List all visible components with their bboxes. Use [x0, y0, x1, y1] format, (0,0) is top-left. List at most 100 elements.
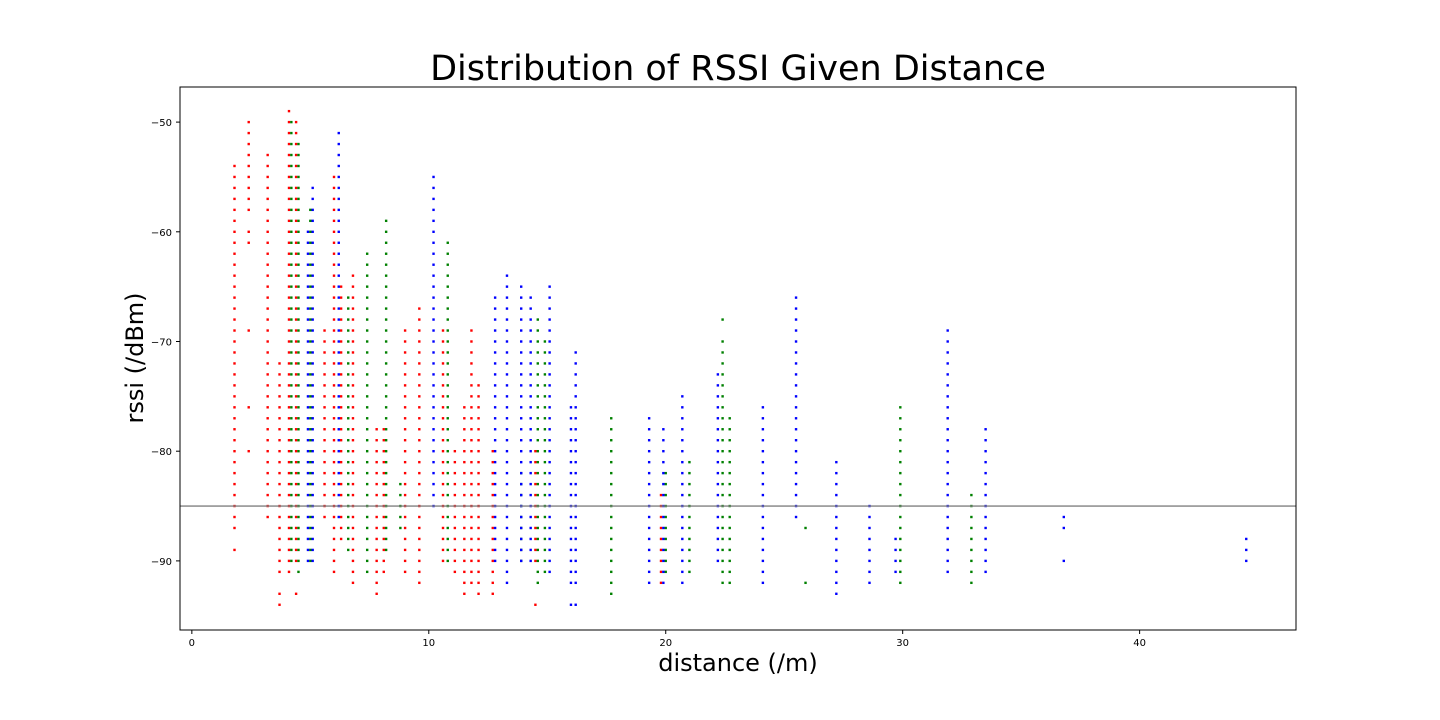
data-point — [311, 515, 314, 519]
data-point — [446, 537, 449, 541]
data-point — [418, 537, 421, 541]
data-point — [287, 537, 291, 541]
data-point — [470, 482, 473, 486]
data-point — [311, 296, 314, 299]
data-point — [347, 351, 350, 354]
data-point — [1245, 548, 1248, 552]
data-point — [297, 186, 300, 190]
data-point — [332, 406, 336, 409]
data-point — [294, 318, 298, 321]
data-point — [441, 460, 445, 464]
data-point — [290, 318, 293, 321]
data-point — [347, 482, 350, 486]
data-point — [868, 515, 871, 519]
data-point — [574, 395, 577, 398]
data-point — [287, 263, 291, 266]
data-point — [441, 537, 445, 541]
data-point — [548, 493, 551, 497]
data-point — [728, 460, 731, 464]
data-point — [266, 175, 269, 179]
data-point — [505, 296, 509, 299]
data-point — [337, 395, 340, 398]
data-point — [351, 515, 355, 519]
data-point — [569, 515, 573, 519]
data-point — [311, 351, 314, 354]
data-point — [534, 471, 537, 475]
data-point — [432, 340, 435, 343]
data-point — [529, 548, 532, 552]
data-point — [306, 252, 310, 255]
data-point — [233, 296, 236, 299]
data-point — [278, 493, 281, 497]
data-point — [332, 285, 336, 288]
data-point — [463, 439, 466, 442]
data-point — [647, 493, 651, 497]
data-point — [647, 515, 651, 519]
data-point — [384, 482, 388, 486]
data-point — [574, 460, 577, 464]
data-point — [266, 219, 269, 223]
data-point — [290, 252, 293, 255]
data-point — [297, 482, 300, 486]
data-point — [453, 460, 457, 464]
data-point — [403, 515, 407, 519]
data-point — [662, 493, 665, 497]
data-point — [278, 471, 281, 475]
data-point — [946, 548, 949, 552]
data-point — [339, 449, 343, 453]
data-point — [287, 318, 291, 321]
data-point — [681, 395, 684, 398]
data-point — [294, 395, 298, 398]
data-point — [418, 395, 421, 398]
data-point — [287, 362, 291, 365]
data-point — [688, 559, 691, 563]
data-point — [569, 471, 573, 475]
data-point — [574, 439, 577, 442]
data-point — [794, 384, 798, 387]
data-point — [290, 449, 293, 453]
data-point — [728, 428, 731, 431]
data-point — [946, 471, 949, 475]
data-point — [332, 263, 336, 266]
data-point — [534, 515, 537, 519]
data-point — [294, 197, 298, 201]
data-point — [375, 482, 378, 486]
data-point — [548, 384, 551, 387]
data-point — [761, 482, 765, 486]
data-point — [453, 493, 457, 497]
data-point — [505, 373, 509, 376]
data-point — [294, 263, 298, 266]
data-point — [266, 186, 269, 190]
data-point — [548, 362, 551, 365]
data-point — [868, 526, 871, 530]
data-point — [899, 526, 902, 530]
data-point — [347, 515, 350, 519]
data-point — [794, 493, 798, 497]
data-point — [418, 373, 421, 376]
data-point — [477, 526, 480, 530]
data-point — [543, 340, 547, 343]
data-point — [493, 340, 497, 343]
data-point — [403, 373, 407, 376]
data-point — [266, 208, 269, 212]
data-point — [543, 395, 547, 398]
data-point — [297, 263, 300, 266]
data-point — [297, 460, 300, 464]
data-point — [681, 559, 684, 563]
data-point — [311, 208, 314, 212]
data-point — [441, 471, 445, 475]
data-point — [984, 548, 987, 552]
data-point — [520, 482, 523, 486]
data-point — [543, 351, 547, 354]
data-point — [351, 318, 355, 321]
data-point — [266, 384, 269, 387]
data-point — [306, 285, 310, 288]
data-point — [266, 307, 269, 310]
data-point — [332, 417, 336, 420]
data-point — [233, 362, 236, 365]
data-point — [716, 537, 720, 541]
data-point — [681, 406, 684, 409]
data-point — [548, 329, 551, 332]
data-point — [351, 537, 355, 541]
data-point — [311, 241, 314, 244]
